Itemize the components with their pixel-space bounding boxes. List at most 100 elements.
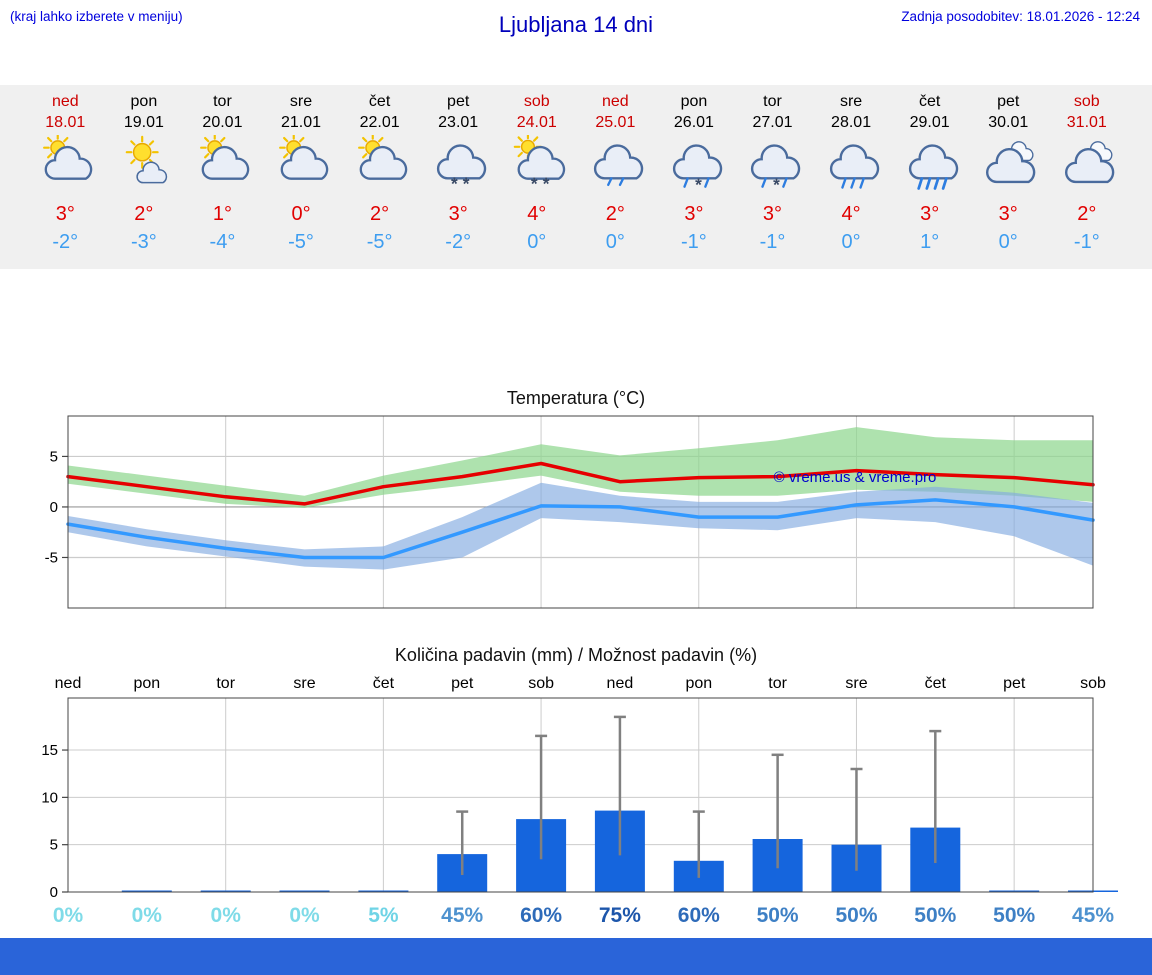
day-name: čet (368, 93, 391, 110)
svg-text:*: * (542, 173, 549, 193)
high-temp: 2° (370, 203, 390, 225)
precip-probability: 60% (678, 904, 720, 927)
max-temp-range-band (68, 427, 1093, 508)
day-name: sre (839, 93, 863, 110)
forecast-day[interactable]: čet 29.01 3° 1° (890, 91, 969, 269)
forecast-day[interactable]: sre 21.01 0° -5° (262, 91, 341, 269)
sun-cloud-icon (340, 133, 419, 197)
precip-probability: 50% (993, 904, 1035, 927)
precip-day-label: ned (55, 675, 82, 692)
day-date: 27.01 (752, 114, 793, 131)
low-temp: -1° (1073, 231, 1100, 253)
precipitation-chart-title: Količina padavin (mm) / Možnost padavin … (394, 645, 758, 665)
day-name: pon (130, 93, 158, 110)
forecast-day[interactable]: čet 22.01 2° -5° (340, 91, 419, 269)
cloud-rain-icon (812, 135, 891, 197)
high-temp: 3° (55, 203, 75, 225)
low-temp: -2° (445, 231, 472, 253)
precip-day-label: pon (685, 675, 712, 692)
sun-cloud-icon (26, 133, 105, 197)
forecast-day[interactable]: sob 24.01 * * 4° 0° (497, 91, 576, 269)
day-date: 24.01 (516, 114, 557, 131)
low-temp: -1° (759, 231, 786, 253)
day-date: 20.01 (202, 114, 243, 131)
day-name: ned (601, 93, 629, 110)
forecast-day[interactable]: pon 26.01 * 3° -1° (655, 91, 734, 269)
forecast-day[interactable]: pet 23.01 * * 3° -2° (419, 91, 498, 269)
high-temp: 2° (1077, 203, 1097, 225)
cloud-rain-snow-icon: * (655, 135, 734, 197)
precip-bar (279, 890, 330, 892)
low-temp: 0° (527, 231, 547, 253)
svg-text:*: * (451, 173, 458, 193)
precip-day-label: pon (133, 675, 160, 692)
temp-ytick-label: -5 (45, 549, 58, 566)
forecast-day[interactable]: tor 27.01 * 3° -1° (733, 91, 812, 269)
precip-day-label: sob (1080, 675, 1106, 692)
precip-probability: 50% (757, 904, 799, 927)
temperature-chart: 5 0 -5 © vreme.us & vreme.pro (0, 408, 1152, 625)
day-name: čet (918, 93, 941, 110)
precip-day-label: sre (293, 675, 315, 692)
high-temp: 3° (684, 203, 704, 225)
day-date: 29.01 (909, 114, 950, 131)
forecast-day[interactable]: ned 18.01 3° -2° (26, 91, 105, 269)
precip-probability: 75% (599, 904, 641, 927)
day-date: 19.01 (123, 114, 164, 131)
high-temp: 0° (291, 203, 311, 225)
high-temp: 1° (212, 203, 232, 225)
precip-bar (989, 890, 1040, 892)
last-updated: Zadnja posodobitev: 18.01.2026 - 12:24 (901, 9, 1140, 24)
day-name: sre (289, 93, 313, 110)
cloud-rain-heavy-icon (890, 135, 969, 197)
low-temp: 0° (605, 231, 625, 253)
precip-day-label: tor (216, 675, 235, 692)
day-name: sob (1073, 93, 1100, 110)
min-temp-range-band (68, 482, 1093, 570)
precip-day-label: tor (768, 675, 787, 692)
day-date: 28.01 (831, 114, 872, 131)
precip-day-label: pet (1003, 675, 1026, 692)
forecast-day[interactable]: sre 28.01 4° 0° (812, 91, 891, 269)
watermark: © vreme.us & vreme.pro (774, 469, 937, 486)
precip-probability: 45% (1072, 904, 1114, 927)
precip-ytick-label: 5 (50, 837, 58, 854)
precip-day-label: čet (925, 675, 947, 692)
precip-bar (200, 890, 251, 892)
high-temp: 3° (448, 203, 468, 225)
low-temp: -4° (209, 231, 236, 253)
precip-probability: 0% (289, 904, 320, 927)
precip-probability: 45% (441, 904, 483, 927)
precip-probability: 50% (914, 904, 956, 927)
precip-day-label: sob (528, 675, 554, 692)
low-temp: 0° (841, 231, 861, 253)
temp-ytick-label: 0 (50, 499, 58, 516)
cloud-rain-light-icon (576, 135, 655, 197)
precip-probability: 0% (132, 904, 163, 927)
precipitation-chart-svg: ned pon tor sre čet pet sob ned pon tor sre čet pet s… (41, 675, 1118, 927)
forecast-day[interactable]: ned 25.01 2° 0° (576, 91, 655, 269)
forecast-day[interactable]: sob 31.01 2° -1° (1048, 91, 1127, 269)
low-temp: -5° (288, 231, 314, 253)
day-name: ned (51, 93, 79, 110)
sun-small-cloud-icon (105, 135, 184, 197)
sun-cloud-snow-icon: * * (497, 132, 576, 197)
forecast-day[interactable]: tor 20.01 1° -4° (183, 91, 262, 269)
high-temp: 3° (920, 203, 940, 225)
low-temp: -1° (681, 231, 707, 253)
svg-text:*: * (774, 174, 781, 193)
day-name: tor (213, 93, 232, 110)
precip-bar (121, 890, 172, 892)
max-temp-line (66, 461, 1095, 506)
forecast-day[interactable]: pet 30.01 3° 0° (969, 91, 1048, 269)
min-temp-line (66, 498, 1095, 560)
temp-ytick-label: 5 (50, 448, 58, 465)
high-temp: 2° (134, 203, 154, 225)
day-date: 18.01 (45, 114, 86, 131)
forecast-day[interactable]: pon 19.01 2° -3° (105, 91, 184, 269)
day-date: 25.01 (595, 114, 636, 131)
cloud-rain-snow-icon: * (733, 135, 812, 197)
precip-day-label: pet (451, 675, 474, 692)
day-date: 31.01 (1066, 114, 1107, 131)
precip-probability: 0% (53, 904, 84, 927)
